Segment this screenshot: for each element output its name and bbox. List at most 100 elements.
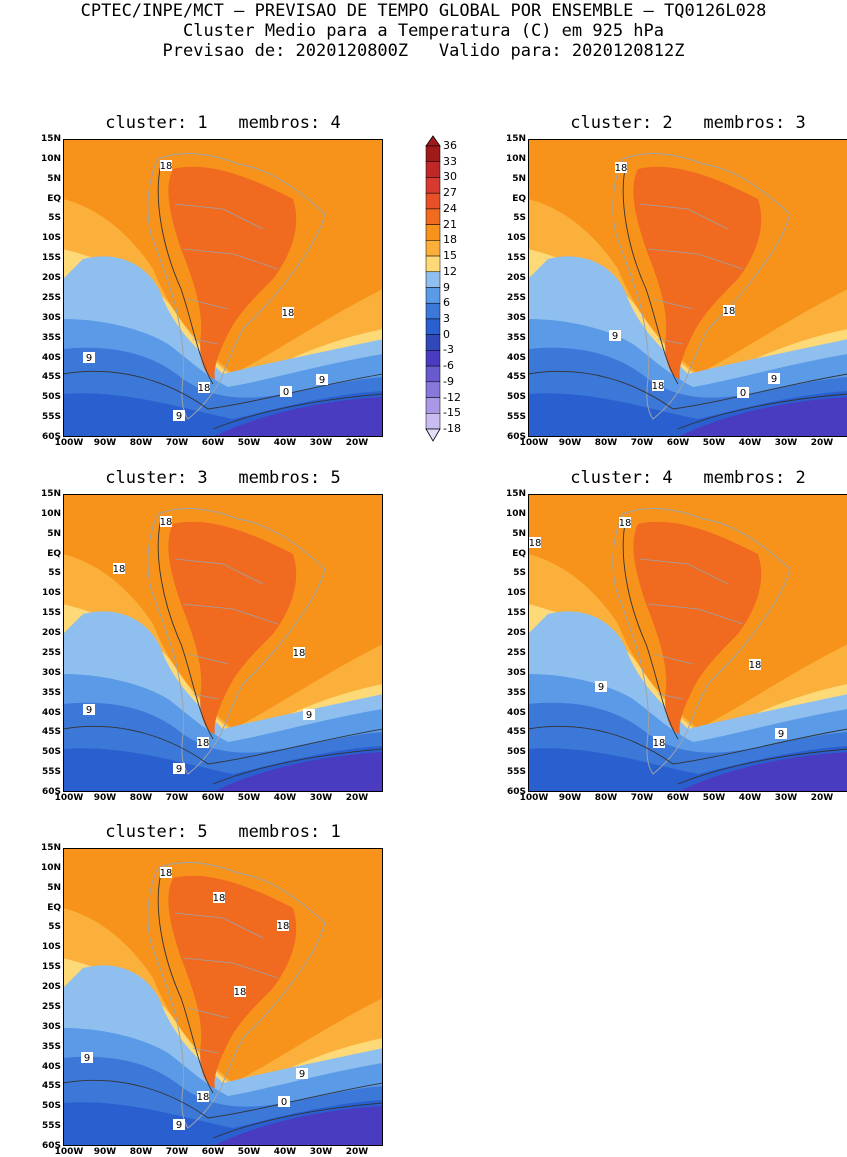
colorbar-level-label: 21 <box>443 217 457 231</box>
y-tick-label: 50S <box>41 747 61 758</box>
colorbar-segment <box>425 302 441 320</box>
x-tick-label: 50W <box>237 793 261 803</box>
y-tick-label: 25S <box>506 647 526 658</box>
panel-frame <box>528 494 847 792</box>
x-tick-label: 100W <box>54 793 84 803</box>
x-tick-label: 70W <box>630 793 654 803</box>
y-tick-label: 35S <box>41 332 61 343</box>
contour-label: 18 <box>160 516 173 528</box>
y-tick-label: 20S <box>41 982 61 993</box>
y-tick-label: 30S <box>506 312 526 323</box>
colorbar-segment <box>425 334 441 351</box>
x-tick-label: 20W <box>345 1147 369 1157</box>
colorbar-level-label: 12 <box>443 264 457 278</box>
field-polar <box>213 397 383 437</box>
field-hot <box>168 875 297 1088</box>
x-tick-label: 90W <box>93 793 117 803</box>
contour-9-line <box>528 725 847 765</box>
panel-2-title: cluster: 2 membros: 3 <box>570 113 806 133</box>
header-line-1: CPTEC/INPE/MCT – PREVISAO DE TEMPO GLOBA… <box>80 1 767 21</box>
colorbar-segment <box>425 177 441 194</box>
y-tick-label: 15S <box>506 253 526 264</box>
svg-text:9: 9 <box>598 682 604 693</box>
y-tick-label: 55S <box>506 412 526 423</box>
y-tick-label: 45S <box>506 372 526 383</box>
x-tick-label: 90W <box>558 793 582 803</box>
panel-frame <box>63 494 383 792</box>
y-tick-label: 45S <box>41 372 61 383</box>
contour-label: 18 <box>293 647 306 659</box>
contour-18-line <box>622 518 679 740</box>
panel-4-map: 181818918918 <box>528 494 847 792</box>
y-tick-label: 15S <box>41 962 61 973</box>
x-tick-label: 100W <box>54 438 84 448</box>
y-tick-label: 40S <box>41 1061 61 1072</box>
contour-label: 18 <box>213 892 226 904</box>
y-tick-label: 5S <box>513 213 526 224</box>
svg-text:18: 18 <box>653 738 666 749</box>
svg-text:18: 18 <box>160 868 173 879</box>
y-tick-label: 60S <box>41 1141 61 1151</box>
colorbar-segment <box>425 413 441 430</box>
colorbar-segment <box>425 208 441 225</box>
x-tick-label: 40W <box>738 793 762 803</box>
x-tick-label: 50W <box>237 1147 261 1157</box>
x-tick-label: 40W <box>273 438 297 448</box>
colorbar-segment <box>425 145 441 162</box>
y-tick-label: 60S <box>506 787 526 797</box>
contour-0-line <box>212 748 383 785</box>
contour-18-line <box>157 163 214 385</box>
svg-text:18: 18 <box>282 308 295 319</box>
x-tick-label: 90W <box>93 438 117 448</box>
svg-text:18: 18 <box>293 648 306 659</box>
contour-label: 18 <box>749 659 761 671</box>
contour-label: 18 <box>160 160 172 172</box>
y-tick-label: 35S <box>41 1041 61 1052</box>
y-tick-label: 10S <box>506 233 526 244</box>
y-tick-label: 15N <box>40 134 61 144</box>
contour-0-line <box>677 748 847 785</box>
contour-label: 18 <box>197 737 209 749</box>
svg-text:18: 18 <box>619 518 632 529</box>
contour-label: 18 <box>198 382 210 394</box>
x-tick-label: 20W <box>345 793 369 803</box>
colorbar-level-label: -12 <box>443 390 461 404</box>
continent-outline <box>147 508 326 775</box>
x-tick-label: 60W <box>666 793 690 803</box>
field-hot <box>633 166 762 379</box>
colorbar-level-label: 24 <box>443 201 457 215</box>
x-tick-label: 80W <box>594 438 618 448</box>
contour-label: 18 <box>113 563 125 575</box>
x-tick-label: 20W <box>345 438 369 448</box>
colorbar-level-label: 36 <box>443 139 457 152</box>
svg-text:18: 18 <box>277 921 290 932</box>
y-tick-label: 10N <box>40 862 61 873</box>
svg-text:0: 0 <box>281 1097 287 1108</box>
y-tick-label: 50S <box>41 1101 61 1112</box>
colorbar-segment <box>425 287 441 304</box>
svg-text:18: 18 <box>160 517 173 528</box>
x-tick-label: 80W <box>129 793 153 803</box>
y-tick-label: 25S <box>41 647 61 658</box>
continent-outline <box>147 153 326 420</box>
colorbar-level-label: 9 <box>443 280 450 294</box>
colorbar-level-label: -6 <box>443 359 454 373</box>
colorbar-level-label: 18 <box>443 233 457 247</box>
country-borders <box>174 558 279 700</box>
y-tick-label: 5N <box>512 528 526 539</box>
y-tick-label: 5N <box>512 173 526 184</box>
y-tick-label: 25S <box>506 292 526 303</box>
country-borders <box>639 203 744 345</box>
x-tick-label: 80W <box>594 793 618 803</box>
svg-text:18: 18 <box>213 893 226 904</box>
contour-label: 18 <box>282 307 295 319</box>
colorbar-level-label: -9 <box>443 374 454 388</box>
panel-4-title: cluster: 4 membros: 2 <box>570 468 806 488</box>
y-tick-label: 15N <box>40 843 61 853</box>
contour-9-line <box>528 370 847 410</box>
contour-label: 18 <box>197 1091 209 1103</box>
x-tick-label: 100W <box>54 1147 84 1157</box>
y-tick-label: 60S <box>506 432 526 442</box>
country-borders <box>174 912 279 1054</box>
svg-text:18: 18 <box>652 381 665 392</box>
